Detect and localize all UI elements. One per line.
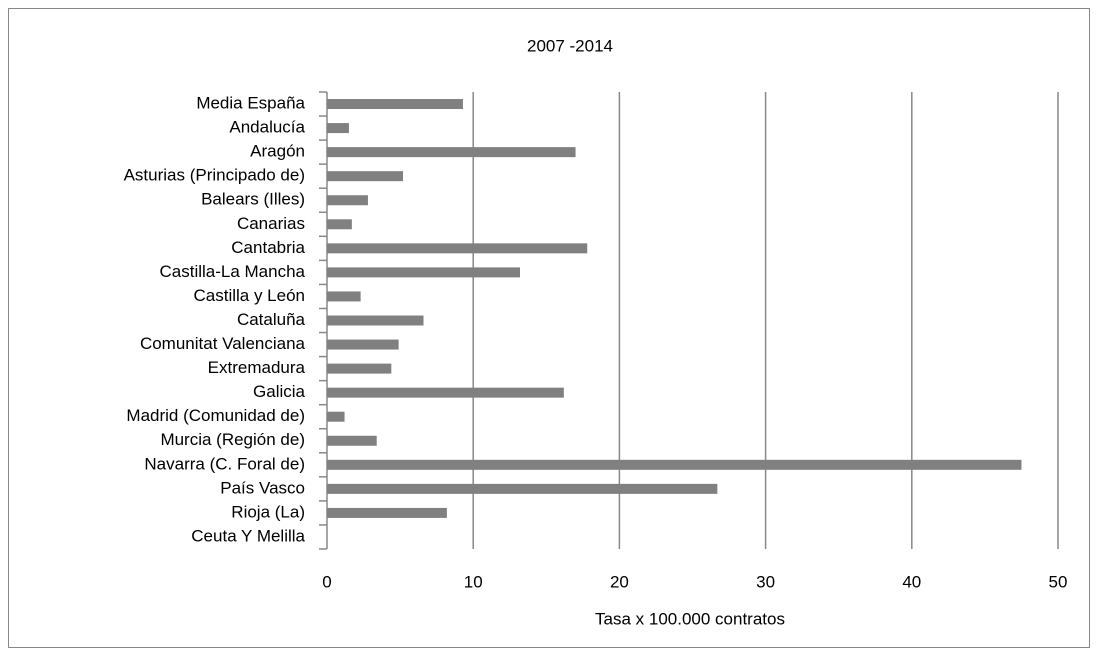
y-tick-label: Ceuta Y Melilla bbox=[191, 526, 305, 545]
y-tick-label: Comunitat Valenciana bbox=[140, 334, 306, 353]
bar bbox=[327, 363, 392, 374]
bar bbox=[327, 507, 447, 518]
x-tick-label: 20 bbox=[610, 572, 629, 591]
y-tick-label: Extremadura bbox=[208, 358, 306, 377]
bar bbox=[327, 411, 345, 422]
x-axis-title: Tasa x 100.000 contratos bbox=[595, 609, 785, 628]
bar bbox=[327, 99, 463, 110]
bar bbox=[327, 243, 588, 254]
bar bbox=[327, 291, 361, 302]
y-tick-label: Galicia bbox=[253, 382, 306, 401]
x-tick-label: 0 bbox=[322, 572, 331, 591]
y-tick-label: Cantabria bbox=[231, 238, 305, 257]
bar bbox=[327, 147, 576, 158]
x-tick-label: 30 bbox=[756, 572, 775, 591]
bar bbox=[327, 123, 349, 134]
bar bbox=[327, 267, 520, 278]
y-tick-label: Castilla-La Mancha bbox=[159, 262, 305, 281]
x-tick-label: 40 bbox=[902, 572, 921, 591]
y-tick-label: Murcia (Región de) bbox=[160, 430, 305, 449]
chart-border bbox=[8, 8, 1090, 648]
bar bbox=[327, 435, 377, 446]
bar bbox=[327, 459, 1022, 470]
y-tick-label: Castilla y León bbox=[193, 286, 305, 305]
bar bbox=[327, 483, 718, 494]
bar bbox=[327, 219, 352, 230]
x-tick-label: 10 bbox=[464, 572, 483, 591]
y-tick-label: Cataluña bbox=[237, 310, 306, 329]
y-tick-label: Canarias bbox=[237, 214, 305, 233]
chart-title: 2007 -2014 bbox=[527, 36, 613, 55]
bar bbox=[327, 195, 368, 206]
bar bbox=[327, 315, 424, 326]
y-tick-label: Balears (Illes) bbox=[201, 190, 305, 209]
x-tick-label: 50 bbox=[1049, 572, 1068, 591]
bar bbox=[327, 339, 399, 350]
y-tick-label: Madrid (Comunidad de) bbox=[126, 406, 305, 425]
y-tick-label: Asturias (Principado de) bbox=[124, 166, 305, 185]
y-tick-label: País Vasco bbox=[220, 478, 305, 497]
y-tick-label: Andalucía bbox=[229, 118, 305, 137]
y-tick-label: Media España bbox=[196, 94, 305, 113]
bar bbox=[327, 387, 564, 398]
y-tick-label: Navarra (C. Foral de) bbox=[144, 454, 305, 473]
y-tick-label: Rioja (La) bbox=[231, 502, 305, 521]
bar bbox=[327, 171, 404, 182]
y-tick-label: Aragón bbox=[250, 142, 305, 161]
